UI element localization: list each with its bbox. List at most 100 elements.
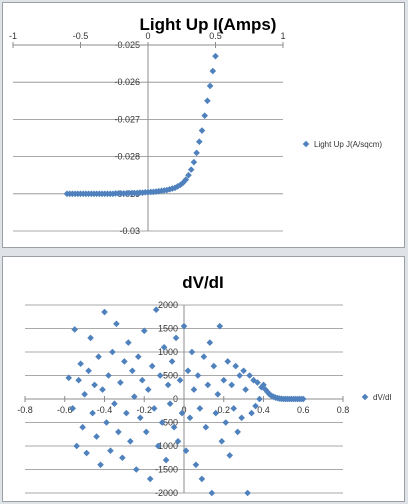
data-point (182, 447, 190, 454)
data-point (256, 395, 263, 403)
data-point (123, 409, 130, 417)
data-point (206, 82, 214, 90)
data-point (244, 489, 251, 497)
data-point (214, 391, 222, 398)
data-point (252, 402, 259, 410)
x-tick-label: -0.2 (136, 405, 152, 415)
data-point (226, 452, 234, 459)
data-point (154, 442, 162, 450)
y-tick-label: -0.03 (119, 226, 140, 236)
chart-title: Light Up I(Amps) (140, 15, 277, 34)
data-point (248, 409, 255, 417)
y-tick-label: -500 (160, 418, 178, 428)
data-point (131, 393, 138, 400)
data-point (212, 409, 220, 417)
data-point (204, 381, 212, 389)
data-point (158, 419, 166, 426)
data-point (190, 158, 198, 166)
legend-label: dV/dI (373, 393, 392, 402)
data-point (127, 438, 134, 445)
data-point (109, 348, 116, 356)
data-point (111, 400, 118, 407)
data-point (201, 112, 208, 119)
x-tick-label: 0 (181, 405, 186, 415)
data-point (174, 183, 181, 190)
x-tick-label: 1 (280, 31, 285, 41)
data-point (163, 186, 171, 194)
x-tick-label: 0.4 (257, 405, 270, 415)
legend-marker (361, 393, 369, 401)
y-tick-label: 1500 (158, 324, 178, 334)
data-point (113, 320, 120, 328)
data-point (169, 185, 176, 192)
data-point (192, 461, 200, 469)
data-point (202, 423, 210, 431)
data-point (166, 400, 174, 407)
data-point (262, 386, 269, 393)
chart-light-up-current: Light Up I(Amps) -0.025 -0.026 -0.027 -0.028… (2, 2, 405, 248)
x-tick-label: 0 (145, 31, 150, 41)
data-point (184, 367, 192, 375)
data-point (85, 367, 92, 375)
data-point (65, 374, 73, 382)
y-tick-label: 1000 (158, 347, 178, 357)
data-point (152, 306, 160, 313)
data-point (238, 414, 245, 422)
y-tick-label: -2000 (155, 488, 178, 498)
y-tick-label: 2000 (158, 300, 178, 310)
data-point (133, 466, 140, 473)
data-point (125, 339, 132, 346)
data-point (119, 454, 126, 462)
data-point (222, 419, 230, 426)
data-point (115, 428, 122, 436)
data-point (156, 372, 164, 379)
data-point (81, 391, 88, 398)
data-point (95, 353, 102, 360)
y-tick-label: -1500 (155, 465, 178, 475)
data-point (220, 376, 228, 384)
data-point (260, 381, 267, 389)
chart-title: dV/dI (182, 273, 224, 292)
data-point (146, 475, 154, 483)
data-point (193, 149, 200, 157)
data-point (208, 489, 216, 497)
data-point (228, 381, 235, 389)
data-point (136, 414, 144, 422)
data-point (91, 381, 98, 389)
data-point (196, 405, 204, 412)
data-point (172, 334, 180, 342)
chart-dv-di: dV/dI 2000 1500 1000 500 0 -500 -1000 -1500 -2000… (2, 256, 405, 502)
data-point (180, 322, 188, 330)
y-tick-label: -0.026 (114, 77, 140, 87)
data-point (138, 376, 146, 384)
data-point (299, 395, 307, 403)
data-point (162, 456, 170, 464)
data-point (190, 386, 198, 393)
data-point (182, 176, 190, 183)
data-point (204, 97, 211, 105)
y-tick-label: -0.028 (114, 152, 140, 162)
x-tick-label: 0.5 (209, 31, 222, 41)
data-point (209, 67, 217, 75)
data-point (218, 438, 226, 445)
data-point (188, 348, 196, 356)
data-point (200, 353, 208, 360)
data-point (97, 461, 104, 469)
x-tick-label: -0.6 (57, 405, 73, 415)
data-point (77, 360, 84, 368)
data-point (177, 181, 184, 189)
data-point (240, 367, 247, 375)
y-tick-label: -1000 (155, 441, 178, 451)
data-point (121, 358, 128, 365)
x-tick-label: 0.6 (297, 405, 310, 415)
data-point (93, 433, 100, 440)
data-point (103, 419, 110, 426)
data-point (79, 423, 86, 431)
y-tick-label: 500 (163, 371, 178, 381)
data-point (105, 372, 112, 379)
x-tick-label: 0.8 (337, 405, 350, 415)
data-point (83, 449, 90, 457)
data-point (107, 447, 114, 454)
data-point (129, 367, 136, 375)
data-point (150, 405, 158, 412)
